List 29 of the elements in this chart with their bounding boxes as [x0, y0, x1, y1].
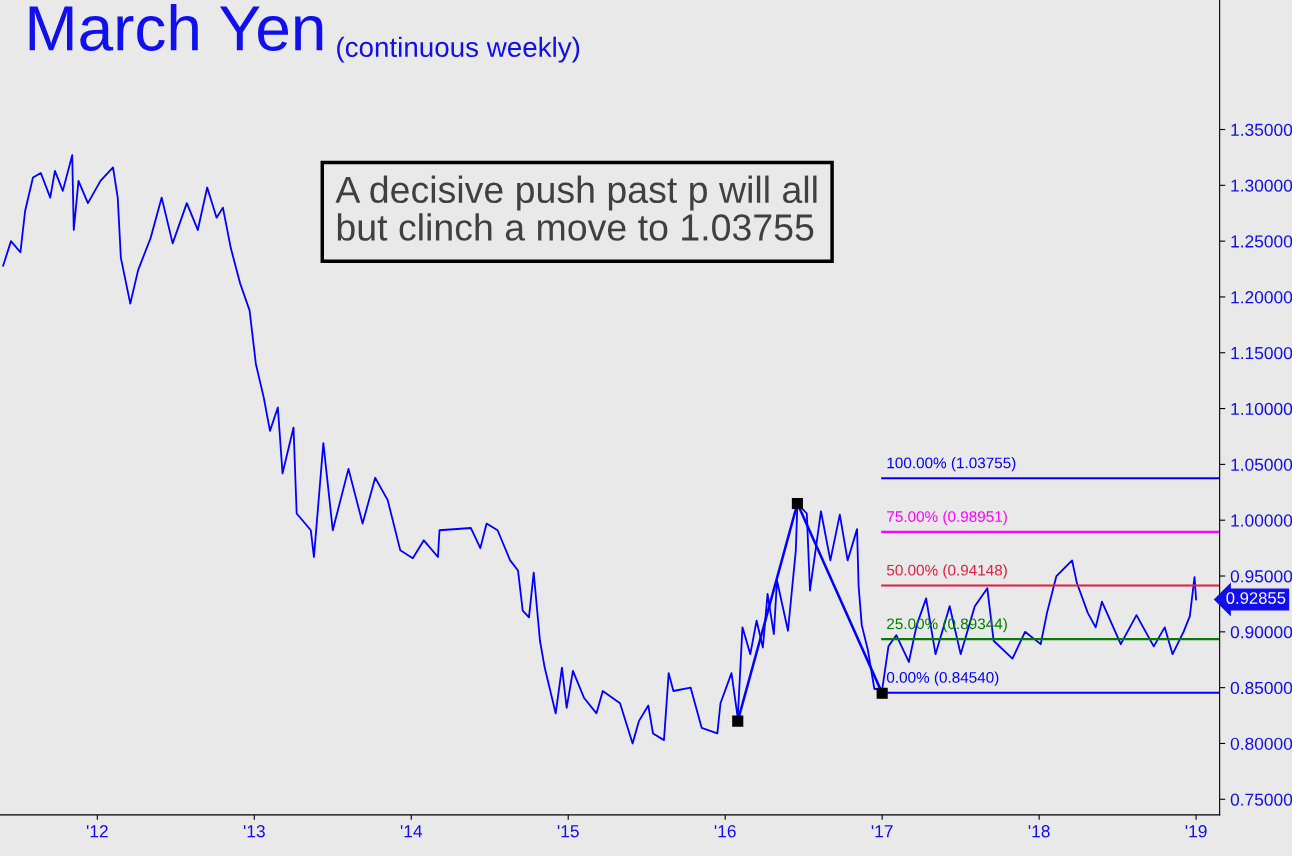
y-tick-label: 0.90000 — [1230, 626, 1292, 639]
chart-title: March Yen — [29, 4, 323, 51]
text: (continuous weekly) — [337, 36, 580, 63]
y-tick-label: 0.85000 — [1230, 681, 1292, 695]
y-tick-label: 0.80000 — [1230, 737, 1292, 750]
text: 0.92855 — [1226, 592, 1286, 604]
y-tick-label: 1.35000 — [1231, 123, 1292, 136]
y-tick-label: 1.10000 — [1231, 402, 1292, 416]
x-tick-label: '14 — [400, 825, 423, 838]
ref-line-label: 0.00% (0.84540) — [886, 671, 999, 686]
y-tick-label: 1.25000 — [1231, 235, 1292, 248]
y-tick-label: 0.95000 — [1230, 570, 1292, 583]
y-tick-label: 0.75000 — [1230, 793, 1292, 806]
x-tick-label: '15 — [557, 825, 579, 838]
ref-line-label: 50.00% (0.94148) — [886, 564, 1007, 579]
x-tick-label: '12 — [86, 825, 108, 838]
y-tick-label: 1.00000 — [1231, 514, 1292, 527]
y-tick-label: 1.30000 — [1231, 179, 1292, 192]
ref-line-label: 75.00% (0.98951) — [887, 510, 1007, 525]
annotation: A decisive push past p will all but clinch a move to 1.03755 — [335, 175, 817, 241]
y-tick-label: 1.05000 — [1231, 458, 1292, 471]
x-tick-label: '13 — [243, 825, 265, 838]
x-tick-label: '17 — [871, 825, 893, 838]
x-tick-label: '16 — [714, 825, 736, 838]
ref-line-label: 100.00% (1.03755) — [887, 457, 1016, 472]
y-tick-label: 1.15000 — [1231, 346, 1292, 360]
x-tick-label: '18 — [1028, 825, 1050, 838]
y-tick-label: 1.20000 — [1231, 291, 1292, 304]
x-tick-label: '19 — [1185, 825, 1207, 838]
